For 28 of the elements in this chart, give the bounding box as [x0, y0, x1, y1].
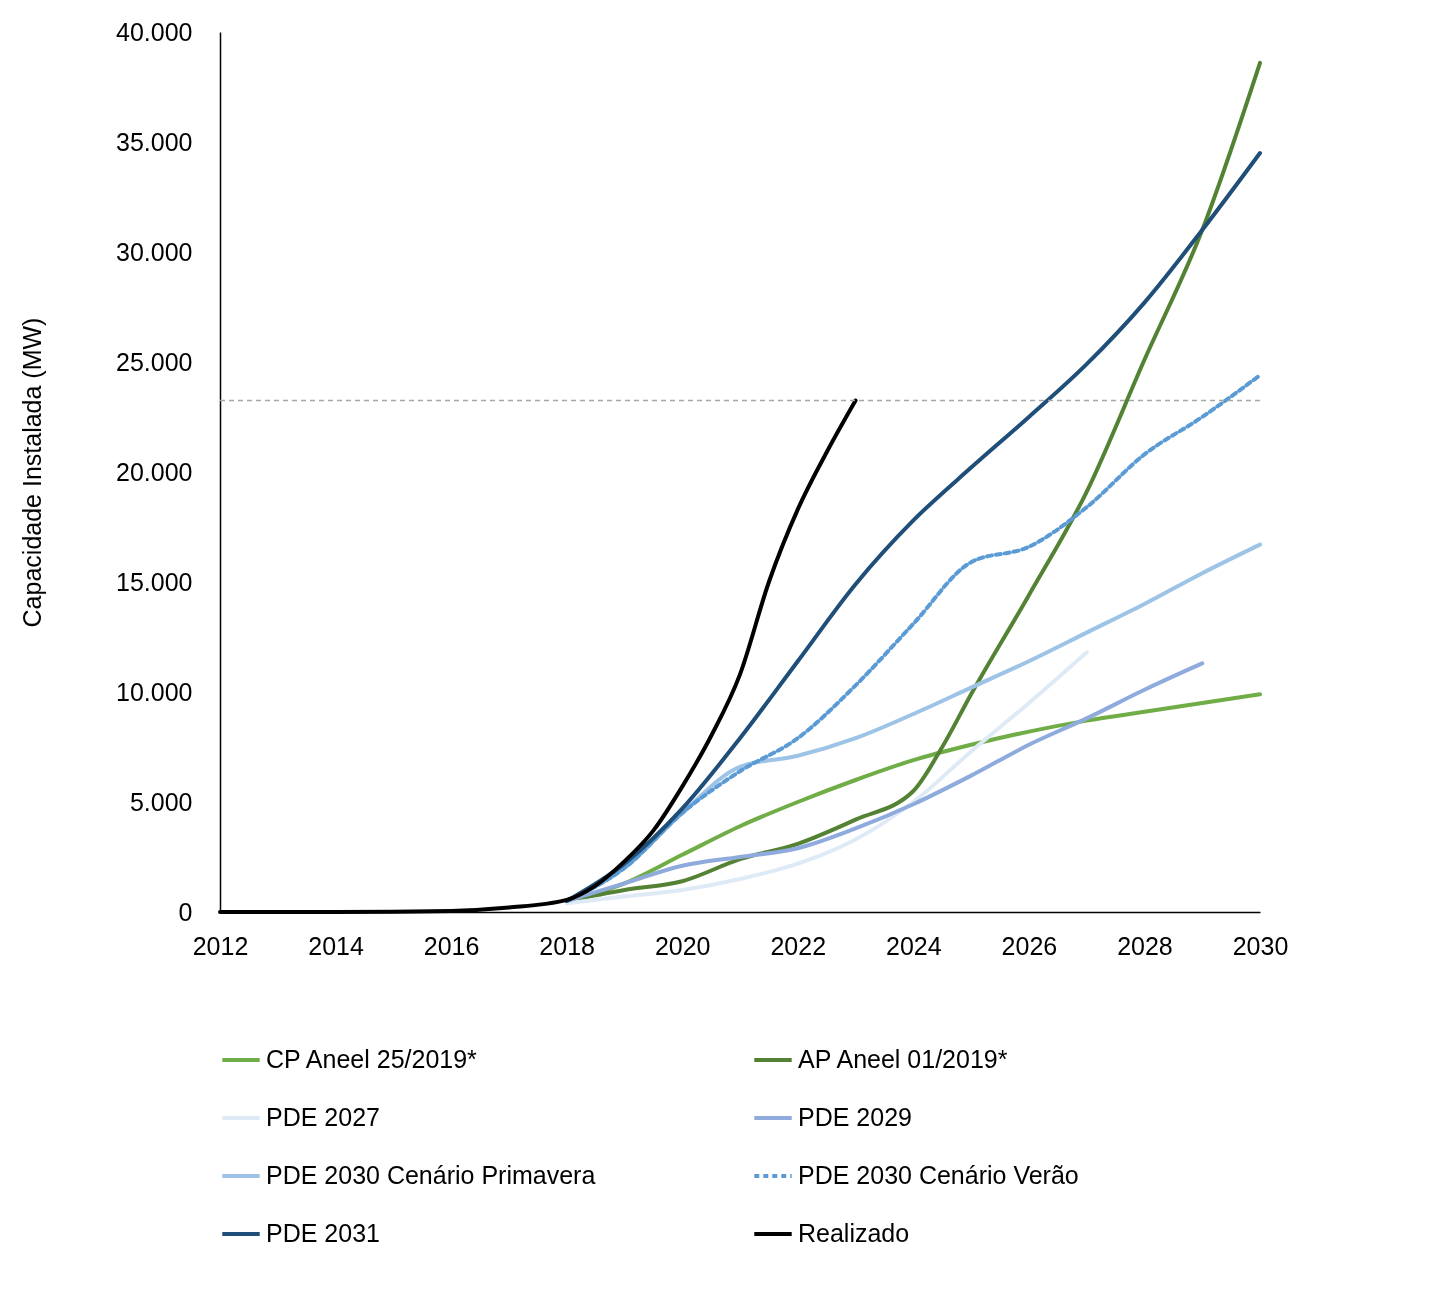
legend-label: PDE 2031 [266, 1219, 380, 1247]
legend-label: CP Aneel 25/2019* [266, 1045, 478, 1073]
legend-label: PDE 2027 [266, 1103, 380, 1131]
x-tick-label: 2028 [1117, 931, 1173, 960]
x-tick-label: 2026 [1001, 931, 1058, 960]
y-tick-label: 15.000 [116, 567, 193, 596]
x-tick-label: 2020 [654, 931, 711, 960]
y-tick-label: 10.000 [116, 677, 193, 706]
x-tick-label: 2012 [192, 931, 249, 960]
x-tick-label: 2016 [423, 931, 480, 960]
x-tick-label: 2030 [1232, 931, 1289, 960]
x-tick-label: 2014 [308, 931, 364, 960]
y-tick-label: 25.000 [116, 347, 193, 376]
legend-label: Realizado [798, 1219, 910, 1247]
y-tick-label: 5.000 [129, 787, 193, 816]
x-tick-label: 2024 [886, 931, 942, 960]
legend-label: PDE 2030 Cenário Verão [798, 1161, 1079, 1189]
y-tick-label: 30.000 [116, 237, 193, 266]
legend-label: PDE 2030 Cenário Primavera [266, 1161, 596, 1189]
x-tick-label: 2022 [770, 931, 827, 960]
y-axis-title: Capacidade Instalada (MW) [18, 317, 47, 628]
y-tick-label: 0 [178, 897, 193, 926]
legend-label: PDE 2029 [798, 1103, 912, 1131]
y-tick-label: 20.000 [116, 457, 193, 486]
y-tick-label: 35.000 [116, 127, 193, 156]
legend-label: AP Aneel 01/2019* [798, 1045, 1008, 1073]
y-tick-label: 40.000 [116, 17, 193, 46]
x-tick-label: 2018 [539, 931, 595, 960]
